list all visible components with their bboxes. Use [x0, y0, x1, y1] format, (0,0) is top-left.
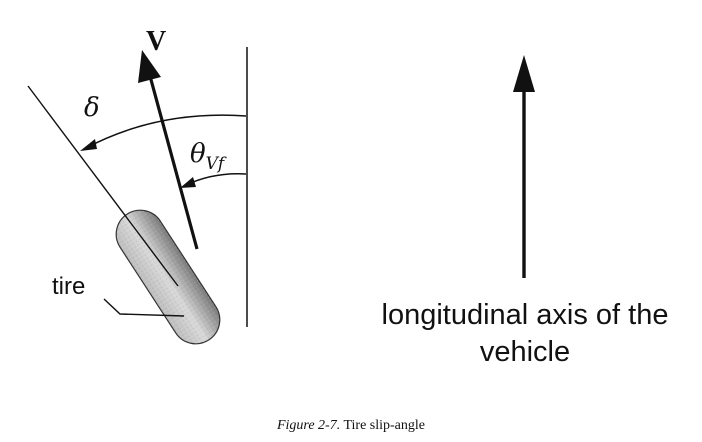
slip-angle-label: θVf [190, 139, 227, 174]
velocity-vector-shaft [148, 75, 199, 250]
tire-label: tire [52, 273, 85, 300]
steer-angle-arc [85, 114, 247, 149]
theta-symbol: θ [190, 139, 206, 169]
tire-leader-line [103, 298, 185, 317]
axis-label-line1: longitudinal axis of the [382, 299, 669, 331]
longitudinal-axis-arrowhead [513, 55, 535, 92]
tire-shape [115, 209, 221, 345]
caption-text: Tire slip-angle [343, 418, 425, 433]
figure-caption: Figure 2-7. Tire slip-angle [276, 418, 425, 433]
caption-prefix: Figure 2-7. [276, 418, 340, 433]
theta-subscript: Vf [206, 154, 227, 174]
axis-label-line2: vehicle [480, 336, 570, 368]
tire-heading-line [27, 85, 179, 287]
steer-angle-label: δ [84, 93, 100, 123]
velocity-vector-arrowhead [138, 50, 161, 83]
steer-angle-arrowhead [80, 139, 97, 151]
slip-angle-arc [185, 172, 247, 186]
slip-angle-arrowhead [180, 177, 196, 188]
velocity-label: V [146, 26, 166, 57]
